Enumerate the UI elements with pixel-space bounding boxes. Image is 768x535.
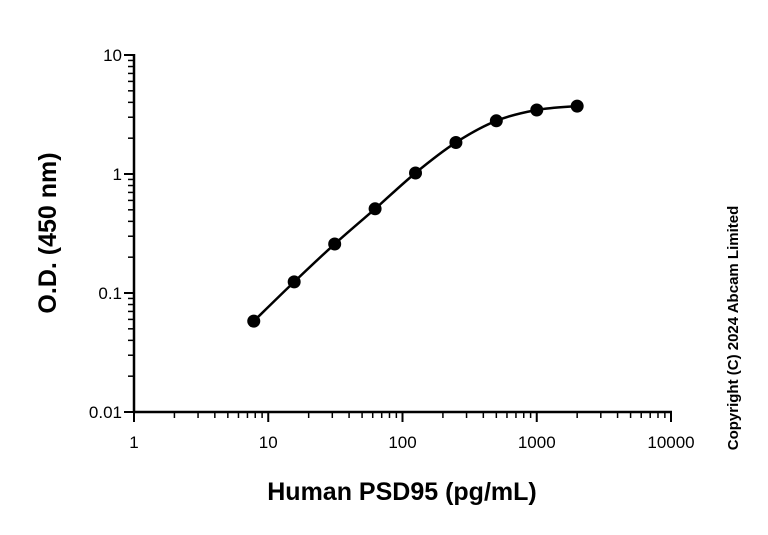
data-point — [247, 314, 261, 328]
y-tick-label: 0.1 — [98, 284, 122, 303]
x-axis-ticks: 1 10 100 1000 10000 — [129, 412, 695, 452]
data-point — [409, 166, 423, 180]
data-point — [449, 135, 463, 149]
x-tick-label: 1 — [129, 433, 138, 452]
data-point — [570, 99, 584, 113]
y-tick-label: 10 — [103, 46, 122, 65]
fit-curve — [252, 104, 578, 323]
data-point — [328, 237, 342, 251]
x-tick-label: 100 — [388, 433, 416, 452]
y-axis-title: O.D. (450 nm) — [34, 152, 62, 313]
copyright-notice: Copyright (C) 2024 Abcam Limited — [725, 206, 742, 450]
data-point — [530, 103, 544, 117]
x-tick-label: 10000 — [647, 433, 694, 452]
data-points — [247, 99, 584, 328]
y-tick-label: 0.01 — [89, 403, 122, 422]
x-axis-title: Human PSD95 (pg/mL) — [267, 478, 536, 506]
x-tick-label: 10 — [259, 433, 278, 452]
x-tick-label: 1000 — [518, 433, 556, 452]
chart-axes — [132, 54, 672, 414]
data-point — [489, 114, 503, 128]
fit-curve-group — [252, 104, 578, 323]
y-axis-ticks: 0.01 0.1 1 10 — [89, 46, 134, 422]
y-tick-label: 1 — [113, 165, 122, 184]
data-point — [287, 275, 301, 289]
data-point — [368, 202, 382, 216]
